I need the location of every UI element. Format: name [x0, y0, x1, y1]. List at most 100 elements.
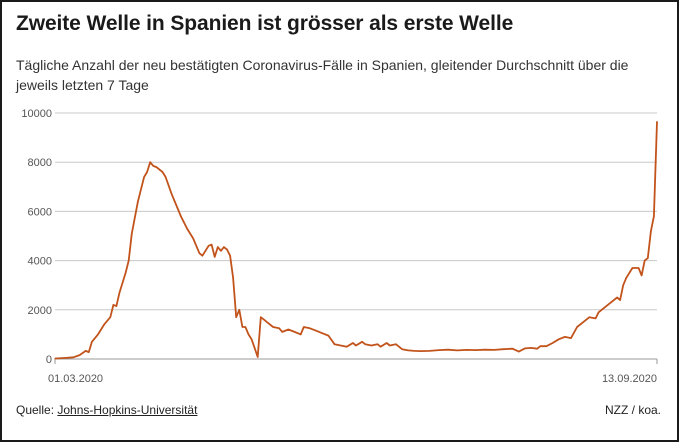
- data-point: [653, 215, 655, 217]
- data-point: [419, 350, 422, 352]
- data-point: [112, 304, 114, 306]
- data-point: [140, 188, 142, 190]
- data-point: [413, 350, 415, 352]
- data-point: [85, 350, 87, 352]
- y-tick-label: 4000: [28, 256, 52, 268]
- data-point: [137, 201, 139, 203]
- data-point: [263, 319, 265, 321]
- data-point: [395, 343, 397, 345]
- source-prefix: Quelle:: [16, 403, 58, 417]
- data-point: [545, 345, 548, 347]
- data-point: [524, 347, 526, 349]
- data-point: [54, 357, 56, 360]
- data-point: [118, 292, 121, 294]
- data-point: [244, 326, 246, 328]
- data-point: [558, 338, 560, 340]
- data-point: [88, 351, 90, 353]
- data-point: [155, 166, 157, 168]
- credit: NZZ / koa.: [604, 403, 661, 417]
- data-point: [466, 349, 468, 351]
- data-point: [171, 193, 173, 195]
- data-point: [180, 215, 182, 217]
- y-axis-ticks: 0 2000 4000 6000 8000 10000: [21, 108, 52, 366]
- data-point: [251, 338, 253, 340]
- grid: [55, 112, 657, 360]
- x-tick-label: 01.03.2020: [48, 373, 103, 385]
- data-point: [447, 349, 449, 351]
- data-point: [220, 250, 222, 252]
- data-point: [622, 284, 624, 286]
- data-point: [407, 349, 409, 351]
- data-point: [389, 344, 391, 347]
- series-line-cases: [54, 121, 658, 360]
- data-point: [641, 274, 643, 276]
- data-point: [287, 328, 289, 331]
- data-point: [361, 341, 363, 343]
- data-point: [380, 346, 382, 348]
- data-point: [619, 299, 621, 301]
- data-point: [438, 349, 440, 351]
- data-point: [131, 232, 133, 235]
- data-point: [595, 317, 597, 319]
- chart-title: Zweite Welle in Spanien ist grösser als …: [16, 12, 514, 35]
- data-point: [610, 301, 612, 303]
- data-point: [229, 255, 231, 257]
- data-point: [152, 165, 154, 167]
- y-tick-label: 8000: [28, 157, 52, 169]
- y-tick-label: 0: [46, 354, 52, 366]
- data-point: [226, 248, 228, 251]
- data-point: [208, 245, 210, 247]
- x-axis-ticks: 01.03.2020 13.09.2020: [48, 359, 658, 385]
- data-point: [333, 343, 336, 345]
- data-point: [174, 201, 176, 203]
- data-point: [570, 337, 572, 339]
- data-point: [429, 350, 431, 352]
- chart-subtitle: Tägliche Anzahl der neu bestätigten Coro…: [16, 57, 629, 93]
- data-point: [143, 176, 145, 178]
- data-point: [512, 348, 514, 350]
- data-point: [223, 246, 225, 248]
- data-point: [103, 324, 105, 326]
- y-tick-label: 2000: [28, 305, 52, 317]
- data-point: [217, 246, 219, 248]
- data-point: [364, 343, 366, 345]
- data-point: [300, 333, 302, 335]
- data-point: [644, 260, 646, 262]
- series-group: [54, 121, 658, 360]
- data-point: [386, 342, 388, 344]
- data-point: [186, 228, 188, 230]
- data-point: [631, 267, 634, 269]
- data-point: [340, 344, 342, 347]
- data-point: [518, 351, 520, 353]
- data-point: [598, 311, 600, 313]
- data-point: [352, 342, 354, 344]
- data-point: [484, 349, 486, 351]
- data-point: [146, 171, 148, 173]
- data-point: [647, 257, 649, 259]
- line-chart: 0 2000 4000 6000 8000 10000 01.03.2020 13.09.2…: [21, 108, 658, 385]
- data-point: [257, 356, 259, 358]
- data-point: [201, 255, 203, 257]
- data-point: [656, 121, 658, 123]
- data-point: [161, 171, 164, 173]
- data-point: [254, 347, 256, 349]
- data-point: [149, 161, 151, 163]
- x-tick-label: 13.09.2020: [602, 373, 657, 385]
- data-point: [214, 256, 216, 258]
- data-point: [109, 316, 111, 318]
- data-point: [376, 343, 379, 345]
- data-point: [401, 348, 403, 350]
- data-point: [278, 327, 280, 329]
- data-point: [97, 333, 99, 335]
- data-point: [650, 230, 652, 232]
- data-point: [321, 332, 323, 334]
- data-point: [272, 326, 274, 328]
- source-link[interactable]: Johns-Hopkins-Universität: [57, 403, 198, 417]
- y-tick-label: 6000: [28, 206, 52, 218]
- data-point: [198, 252, 200, 254]
- data-point: [530, 347, 532, 349]
- data-point: [539, 345, 541, 347]
- data-point: [281, 331, 283, 333]
- data-point: [241, 326, 243, 328]
